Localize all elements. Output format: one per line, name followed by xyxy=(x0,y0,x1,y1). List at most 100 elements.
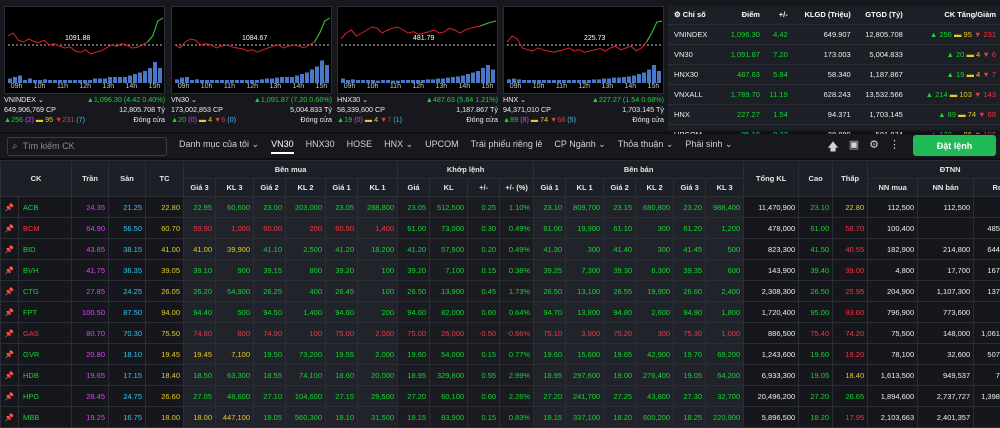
add-icon[interactable]: ▣ xyxy=(848,139,860,151)
intraday-chart[interactable]: 1084.67 09h 10h 11h 12h 13h 14h 15h xyxy=(171,6,332,94)
match-change-pct: 1.10% xyxy=(499,196,535,218)
volume-bar xyxy=(451,77,455,83)
intraday-chart[interactable]: 225.73 09h 10h 11h 12h 13h 14h 15h xyxy=(503,6,664,94)
pin-icon[interactable]: 📌 xyxy=(0,238,19,260)
tab-hnx[interactable]: HNX ⌄ xyxy=(384,138,414,149)
summary-row[interactable]: HNX30 487.63 5.84 58.340 1,187.867 ▲ 19 … xyxy=(668,63,1000,84)
tab-cp-ng-nh[interactable]: CP Ngành ⌄ xyxy=(554,138,606,149)
place-order-button[interactable]: Đặt lệnh xyxy=(913,135,996,156)
reference-price: 39.05 xyxy=(145,259,184,281)
index-card-vnindex[interactable]: 1091.88 09h 10h 11h 12h 13h 14h 15h VNINDEX ⌄ ▲… xyxy=(4,6,165,130)
table-row[interactable]: 📌 GVR 20.80 18.10 19.45 19.45 7,100 19.50 73,200… xyxy=(0,343,1000,365)
pin-icon[interactable]: 📌 xyxy=(0,385,19,407)
symbol[interactable]: BID xyxy=(18,238,72,260)
table-row[interactable]: 📌 HPG 28.45 24.75 26.60 27.05 48,600 27.10 104,6… xyxy=(0,385,1000,407)
tab-vn30[interactable]: VN30 xyxy=(271,139,294,154)
symbol[interactable]: CTG xyxy=(18,280,72,302)
symbol[interactable]: GAS xyxy=(18,322,72,344)
volume-bar xyxy=(300,74,304,83)
pin-icon[interactable]: 📌 xyxy=(0,259,19,281)
table-row[interactable]: 📌 HDB 19.65 17.15 18.40 18.50 63,300 18.55 74,10… xyxy=(0,364,1000,386)
intraday-chart[interactable]: 1091.88 09h 10h 11h 12h 13h 14h 15h xyxy=(4,6,165,94)
table-row[interactable]: 📌 BCM 64.90 56.50 60.70 59.90 1,000 60.00 200 60.… xyxy=(0,217,1000,239)
volume-bar xyxy=(230,80,234,83)
symbol[interactable]: HDB xyxy=(18,364,72,386)
index-name[interactable]: HNX ⌄ xyxy=(503,95,527,104)
ask-price-2: 19.00 xyxy=(603,364,637,386)
index-info: HNX30 ⌄ ▲487.63 (5.84 1.21%) 58,339,600 C… xyxy=(337,95,498,125)
symbol[interactable]: BCM xyxy=(18,217,72,239)
tab-th-a-thu-n[interactable]: Thỏa thuận ⌄ xyxy=(617,138,674,149)
table-row[interactable]: 📌 MBB 19.25 16.75 18.00 18.00 447,100 18.05 560,… xyxy=(0,406,1000,428)
index-volume: 94,371,010 CP xyxy=(503,105,551,114)
total-volume: 823,300 xyxy=(743,238,800,260)
time-tick: 11h xyxy=(555,83,567,90)
floor-price: 24.25 xyxy=(108,280,146,302)
volume-bar xyxy=(582,80,586,83)
total-volume: 886,500 xyxy=(743,322,800,344)
index-volume: 649,906,769 CP xyxy=(4,105,56,114)
symbol[interactable]: BVH xyxy=(18,259,72,281)
volume-bar xyxy=(225,80,229,83)
volume-bar xyxy=(280,77,284,83)
symbol[interactable]: MBB xyxy=(18,406,72,428)
gear-icon[interactable]: ⚙ xyxy=(869,139,879,151)
more-icon[interactable]: ⋮ xyxy=(889,139,900,151)
volume-bar xyxy=(421,80,425,83)
bid-vol-3: 39,900 xyxy=(215,238,254,260)
symbol[interactable]: FPT xyxy=(18,301,72,323)
summary-row[interactable]: HNX 227.27 1.54 94.371 1,703.145 ▲ 89 ▬ … xyxy=(668,103,1000,124)
bid-price-2: 94.50 xyxy=(253,301,286,323)
subheader: KL 2 xyxy=(285,178,326,197)
summary-row[interactable]: VNXALL 1,789.70 11.19 628.243 13,532.566… xyxy=(668,83,1000,104)
high-price: 23.10 xyxy=(798,196,834,218)
table-row[interactable]: 📌 GAS 80.70 70.30 75.50 74.80 800 74.90 100 75.00… xyxy=(0,322,1000,344)
pin-icon[interactable]: 📌 xyxy=(0,217,19,239)
tab-tr-i-phi-u-ri-ng-l[interactable]: Trái phiếu riêng lẻ xyxy=(470,138,543,149)
bid-vol-1: 100 xyxy=(356,280,399,302)
summary-row[interactable]: VNINDEX 1,096.30 4.42 649.907 12,805.708… xyxy=(668,23,1000,44)
table-row[interactable]: 📌 BID 43.85 38.15 41.00 41.00 39,900 41.10 2,500… xyxy=(0,238,1000,260)
ceiling-price: 43.85 xyxy=(71,238,109,260)
volume-bar xyxy=(476,71,480,83)
index-card-hnx[interactable]: 225.73 09h 10h 11h 12h 13h 14h 15h HNX ⌄ ▲227.2… xyxy=(503,6,664,130)
header-ck[interactable]: CK xyxy=(0,160,72,197)
bid-price-3: 41.00 xyxy=(183,238,216,260)
upload-icon[interactable]: 🡅 xyxy=(827,141,839,153)
symbol[interactable]: GVR xyxy=(18,343,72,365)
pin-icon[interactable]: 📌 xyxy=(0,343,19,365)
intraday-chart[interactable]: 481.79 09h 10h 11h 12h 13h 14h 15h xyxy=(337,6,498,94)
time-tick: 15h xyxy=(647,83,660,90)
tab-hnx30[interactable]: HNX30 xyxy=(305,138,335,149)
pin-icon[interactable]: 📌 xyxy=(0,280,19,302)
tab-upcom[interactable]: UPCOM xyxy=(425,138,459,149)
summary-volume: 58.340 xyxy=(791,63,855,84)
search-box[interactable]: ⌕ Tìm kiếm CK xyxy=(7,136,167,156)
tab-ph-i-sinh[interactable]: Phái sinh ⌄ xyxy=(685,138,733,149)
pin-icon[interactable]: 📌 xyxy=(0,406,19,428)
index-card-vn30[interactable]: 1084.67 09h 10h 11h 12h 13h 14h 15h VN30 ⌄ ▲1,0… xyxy=(171,6,332,130)
index-name[interactable]: HNX30 ⌄ xyxy=(337,95,369,104)
index-card-hnx30[interactable]: 481.79 09h 10h 11h 12h 13h 14h 15h HNX30 ⌄ ▲487… xyxy=(337,6,498,130)
subheader: KL 2 xyxy=(635,178,675,197)
pin-icon[interactable]: 📌 xyxy=(0,196,19,218)
tab-danh-m-c-c-a-t-i[interactable]: Danh mục của tôi ⌄ xyxy=(179,138,260,149)
index-name[interactable]: VN30 ⌄ xyxy=(171,95,197,104)
table-row[interactable]: 📌 ACB 24.35 21.25 22.80 22.95 60,600 23.00 203,0… xyxy=(0,196,1000,218)
summary-row[interactable]: VN30 1,091.87 7.20 173.003 5,004.833 ▲ 2… xyxy=(668,43,1000,64)
table-row[interactable]: 📌 CTG 27.85 24.25 26.05 26.20 54,900 26.25 400 26… xyxy=(0,280,1000,302)
index-value: 1,187.867 Tỷ xyxy=(456,105,498,114)
pin-icon[interactable]: 📌 xyxy=(0,364,19,386)
index-name[interactable]: VNINDEX ⌄ xyxy=(4,95,44,104)
tab-hose[interactable]: HOSE xyxy=(346,138,373,149)
price-board: CK Trần Sàn TC Bên mua Khớp lệnh Bên bán… xyxy=(0,160,1000,428)
pin-icon[interactable]: 📌 xyxy=(0,322,19,344)
summary-breadth: ▲ 256 ▬ 95 ▼ 231 xyxy=(906,23,1000,44)
volume-bar xyxy=(507,79,511,83)
symbol[interactable]: HPG xyxy=(18,385,72,407)
table-row[interactable]: 📌 FPT 100.50 87.50 94.00 94.40 500 94.50 1,400 94… xyxy=(0,301,1000,323)
pin-icon[interactable]: 📌 xyxy=(0,301,19,323)
table-row[interactable]: 📌 BVH 41.75 36.35 39.05 39.10 900 39.15 800 39.20… xyxy=(0,259,1000,281)
match-change-pct: 0.49% xyxy=(499,217,535,239)
symbol[interactable]: ACB xyxy=(18,196,72,218)
